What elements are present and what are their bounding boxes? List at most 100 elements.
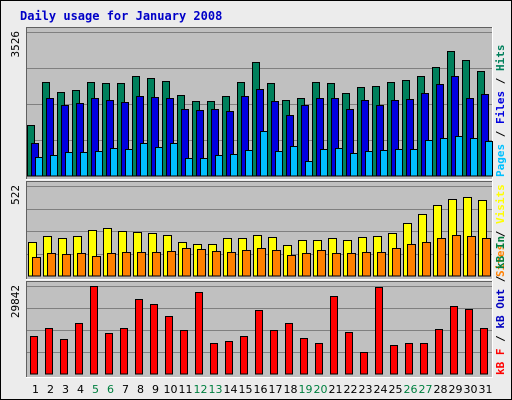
x-tick-label-4: 4: [77, 383, 84, 396]
legend-entry-visits: Visits: [494, 184, 507, 224]
bar-kb-f-day-3: [60, 339, 68, 375]
legend-entry-pages: Pages: [494, 144, 507, 177]
bar-sites-day-23: [362, 252, 371, 277]
bar-pages-day-16: [260, 131, 268, 177]
bar-kb-f-day-13: [210, 343, 218, 375]
legend-separator: /: [494, 124, 507, 144]
bar-pages-day-19: [305, 161, 313, 177]
x-tick-label-9: 9: [152, 383, 159, 396]
x-tick-label-2: 2: [47, 383, 54, 396]
bar-kb-f-day-22: [345, 332, 353, 375]
x-tick-label-8: 8: [137, 383, 144, 396]
bar-sites-day-11: [182, 248, 191, 277]
bar-sites-day-5: [92, 256, 101, 277]
bar-kb-f-day-14: [225, 341, 233, 375]
y-max-label-middle: 522: [9, 185, 22, 205]
bar-kb-f-day-2: [45, 328, 53, 375]
bar-pages-day-13: [215, 155, 223, 177]
bar-kb-f-day-29: [450, 306, 458, 375]
bar-sites-day-19: [302, 253, 311, 277]
bar-sites-day-8: [137, 252, 146, 277]
bar-kb-f-day-6: [105, 333, 113, 375]
bar-pages-day-27: [425, 140, 433, 177]
bar-kb-f-day-1: [30, 336, 38, 375]
bar-kb-f-day-21: [330, 296, 338, 375]
bar-sites-day-30: [467, 236, 476, 277]
bar-pages-day-24: [380, 150, 388, 177]
legend-top: Pages / Files / Hits: [494, 45, 507, 178]
bar-kb-f-day-19: [300, 338, 308, 375]
legend-separator: /: [494, 269, 507, 289]
bar-kb-f-day-12: [195, 292, 203, 375]
bar-pages-day-23: [365, 151, 373, 177]
bar-sites-day-10: [167, 251, 176, 277]
x-tick-label-18: 18: [284, 383, 298, 396]
x-tick-label-5: 5: [92, 383, 99, 396]
x-tick-label-19: 19: [299, 383, 313, 396]
bar-kb-f-day-16: [255, 310, 263, 375]
legend-entry-kb-out: kB Out: [494, 289, 507, 329]
x-tick-label-17: 17: [269, 383, 283, 396]
legend-separator: /: [494, 224, 507, 244]
bar-kb-f-day-28: [435, 329, 443, 375]
bar-sites-day-27: [422, 242, 431, 277]
bar-pages-day-8: [140, 143, 148, 177]
bar-pages-day-5: [95, 151, 103, 177]
x-tick-label-13: 13: [209, 383, 223, 396]
bar-pages-day-17: [275, 151, 283, 177]
bar-sites-day-31: [482, 238, 491, 277]
x-tick-label-27: 27: [419, 383, 433, 396]
x-tick-label-22: 22: [344, 383, 358, 396]
bar-sites-day-26: [407, 244, 416, 277]
bar-kb-f-day-27: [420, 343, 428, 375]
bar-pages-day-12: [200, 158, 208, 177]
bar-pages-day-31: [485, 141, 493, 177]
bar-pages-day-1: [35, 157, 43, 177]
legend-separator: /: [494, 71, 507, 91]
bar-sites-day-22: [347, 253, 356, 277]
bar-pages-day-7: [125, 149, 133, 177]
x-tick-label-24: 24: [374, 383, 388, 396]
bar-pages-day-15: [245, 150, 253, 177]
bar-sites-day-24: [377, 252, 386, 277]
x-tick-label-10: 10: [164, 383, 178, 396]
bar-kb-f-day-26: [405, 343, 413, 375]
bar-sites-day-12: [197, 249, 206, 277]
bar-sites-day-13: [212, 251, 221, 277]
legend-entry-hits: Hits: [494, 45, 507, 72]
bar-sites-day-17: [272, 250, 281, 277]
bar-kb-f-day-4: [75, 323, 83, 375]
bar-kb-f-day-15: [240, 336, 248, 375]
bar-pages-day-26: [410, 149, 418, 177]
bar-pages-day-30: [470, 138, 478, 177]
bar-pages-day-14: [230, 154, 238, 177]
bar-pages-day-10: [170, 143, 178, 177]
bar-kb-f-day-9: [150, 304, 158, 375]
bar-sites-day-9: [152, 252, 161, 277]
bar-kb-f-day-24: [375, 287, 383, 375]
bar-pages-day-6: [110, 148, 118, 177]
legend-entry-kb-in: kB In: [494, 236, 507, 269]
legend-separator: /: [494, 329, 507, 349]
legend-bottom: kB F / kB Out / kB In: [494, 236, 507, 375]
bar-kb-f-day-25: [390, 345, 398, 375]
bar-kb-f-day-23: [360, 352, 368, 375]
bar-kb-f-day-18: [285, 323, 293, 375]
x-tick-label-21: 21: [329, 383, 343, 396]
x-tick-label-11: 11: [179, 383, 193, 396]
x-tick-label-3: 3: [62, 383, 69, 396]
bar-kb-f-day-31: [480, 328, 488, 375]
legend-entry-sites: Sites: [494, 244, 507, 277]
x-tick-label-16: 16: [254, 383, 268, 396]
bar-pages-day-21: [335, 148, 343, 177]
x-tick-label-15: 15: [239, 383, 253, 396]
legend-middle: Sites / Visits: [494, 184, 507, 277]
bar-kb-f-day-11: [180, 330, 188, 375]
legend-entry-files: Files: [494, 91, 507, 124]
bar-sites-day-1: [32, 257, 41, 277]
bar-sites-day-20: [317, 250, 326, 277]
x-tick-label-23: 23: [359, 383, 373, 396]
x-tick-label-1: 1: [32, 383, 39, 396]
